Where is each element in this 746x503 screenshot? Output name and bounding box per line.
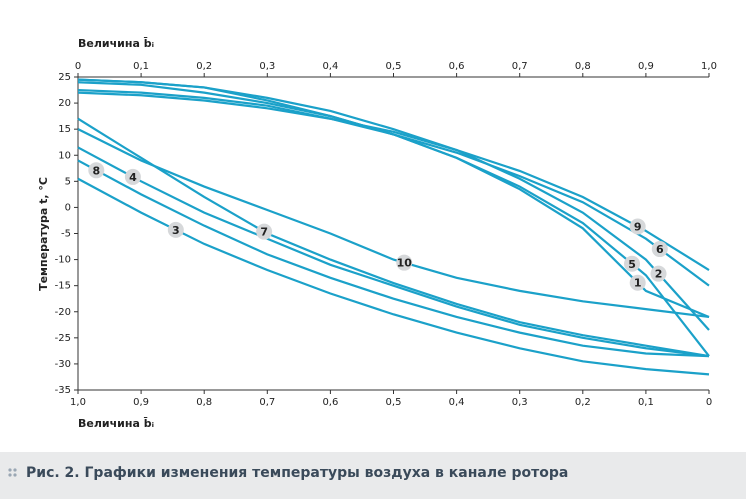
series-label: 8 <box>92 164 100 177</box>
x2-tick-label: 0,2 <box>575 397 591 408</box>
y-tick-label: 25 <box>58 72 71 83</box>
series-label-bg <box>256 223 273 240</box>
y-tick-label: 5 <box>65 176 71 187</box>
series-label-bg <box>167 221 184 238</box>
x-axis-title-bottom: Величина b̄ᵢ <box>78 417 154 430</box>
series-label: 1 <box>634 277 642 290</box>
series-label: 7 <box>260 226 268 239</box>
caption-band <box>0 452 746 499</box>
x2-tick-label: 0,3 <box>512 397 528 408</box>
series-label: 3 <box>172 224 180 237</box>
series-label: 5 <box>628 258 636 271</box>
y-tick-label: 10 <box>58 150 71 161</box>
x2-tick-label: 0,6 <box>322 397 338 408</box>
y-tick-label: 15 <box>58 124 71 135</box>
series-line <box>77 78 710 331</box>
x2-tick-label: 1,0 <box>70 397 86 408</box>
x-tick-label: 0,4 <box>322 61 338 72</box>
x2-tick-label: 0,5 <box>386 397 402 408</box>
y-tick-label: 20 <box>58 98 71 109</box>
x-tick-label: 0,3 <box>259 61 275 72</box>
y-tick-label: -5 <box>61 229 71 240</box>
x2-tick-label: 0,1 <box>638 397 654 408</box>
x-tick-label: 0,1 <box>133 61 149 72</box>
x-tick-label: 0,2 <box>196 61 212 72</box>
x-axis-title-top: Величина b̄ᵢ <box>78 37 154 50</box>
x2-tick-label: 0,4 <box>449 397 465 408</box>
chart-title: Рис. 2. Графики изменения температуры во… <box>26 465 568 481</box>
series-line <box>77 177 710 376</box>
x-tick-label: 0,6 <box>449 61 465 72</box>
series-label-bg <box>650 265 667 282</box>
y-tick-label: -15 <box>55 281 71 292</box>
series-label: 10 <box>397 257 413 270</box>
series-line <box>77 117 710 358</box>
series-label-bg <box>629 274 646 291</box>
y-tick-label: -20 <box>55 307 71 318</box>
x-tick-label: 1,0 <box>701 61 717 72</box>
y-tick-label: 0 <box>65 202 71 213</box>
series-label: 6 <box>656 243 664 256</box>
x2-tick-label: 0,7 <box>259 397 275 408</box>
x-tick-label: 0,9 <box>638 61 654 72</box>
series-line <box>77 159 710 358</box>
bullet <box>8 468 17 477</box>
x-tick-label: 0,5 <box>386 61 402 72</box>
x2-tick-label: 0 <box>706 397 712 408</box>
series-label-bg <box>88 162 105 179</box>
series-label-bg <box>629 218 646 235</box>
series-line <box>77 91 710 271</box>
y-tick-label: -25 <box>55 333 71 344</box>
series-label: 9 <box>634 220 642 233</box>
series-label: 4 <box>129 171 137 184</box>
y-tick-label: -30 <box>55 359 71 370</box>
y-axis-title: Температура t, °C <box>37 177 50 291</box>
series-label-bg <box>396 254 413 271</box>
series-line <box>77 146 710 358</box>
series-label-bg <box>624 255 641 272</box>
series-line <box>77 78 710 318</box>
series-line <box>77 88 710 287</box>
x2-tick-label: 0,8 <box>196 397 212 408</box>
x-tick-label: 0,8 <box>575 61 591 72</box>
series-line <box>77 128 710 319</box>
y-tick-label: -35 <box>55 385 71 396</box>
x2-tick-label: 0,9 <box>133 397 149 408</box>
x-tick-label: 0 <box>75 61 81 72</box>
series-label-bg <box>124 168 141 185</box>
y-tick-label: -10 <box>55 255 71 266</box>
x-tick-label: 0,7 <box>512 61 528 72</box>
series-label-bg <box>651 241 668 258</box>
series-label: 2 <box>655 268 663 281</box>
